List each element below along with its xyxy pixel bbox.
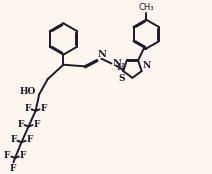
Text: F: F [4,151,10,160]
Text: HO: HO [20,87,36,96]
Text: F: F [10,164,16,173]
Text: N: N [143,61,151,70]
Text: F: F [40,104,47,113]
Text: F: F [26,135,33,144]
Text: F: F [17,120,24,129]
Text: F: F [24,104,31,113]
Text: N: N [98,50,107,60]
Text: F: F [10,135,17,144]
Text: S: S [118,74,125,82]
Text: N: N [112,59,121,68]
Text: F: F [33,120,40,129]
Text: CH₃: CH₃ [138,3,154,12]
Text: H: H [117,63,125,72]
Text: F: F [20,151,26,160]
